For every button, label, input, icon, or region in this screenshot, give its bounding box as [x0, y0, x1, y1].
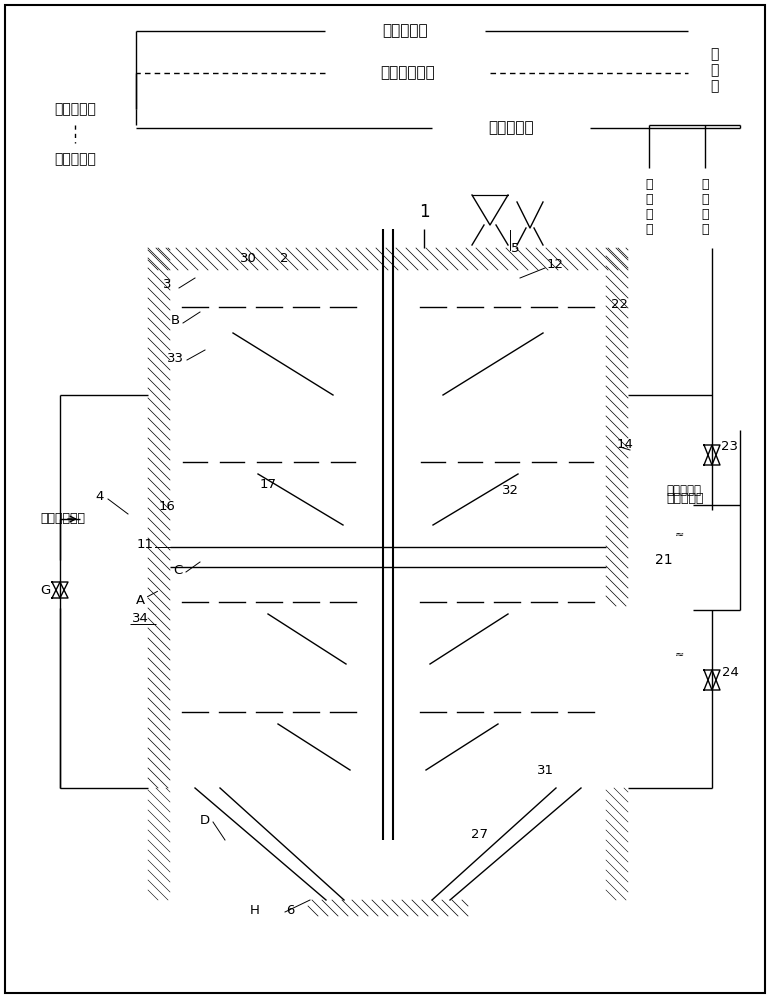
Bar — [148, 248, 628, 270]
Ellipse shape — [237, 278, 249, 294]
Bar — [170, 450, 383, 460]
Text: G: G — [40, 584, 50, 596]
Text: ≈: ≈ — [675, 650, 685, 660]
Bar — [14, 93, 136, 125]
Bar — [392, 195, 456, 229]
Bar — [80, 513, 130, 525]
Text: D: D — [200, 814, 210, 826]
Text: 1: 1 — [419, 203, 430, 221]
Text: 31: 31 — [537, 764, 554, 776]
Text: 去蒸汽风机: 去蒸汽风机 — [666, 484, 701, 496]
Ellipse shape — [348, 760, 428, 780]
Bar — [635, 510, 693, 610]
Text: 27: 27 — [471, 828, 488, 842]
Bar — [170, 295, 383, 307]
Ellipse shape — [338, 850, 438, 890]
Bar — [393, 295, 606, 307]
Text: 11: 11 — [136, 538, 153, 552]
Bar — [393, 450, 606, 460]
Ellipse shape — [298, 305, 478, 325]
Ellipse shape — [340, 513, 436, 537]
Text: A: A — [136, 593, 145, 606]
Text: 14: 14 — [617, 438, 634, 452]
Bar — [688, 15, 740, 125]
Bar — [432, 112, 590, 144]
Ellipse shape — [278, 702, 498, 724]
Text: 6: 6 — [286, 904, 294, 916]
Text: 4: 4 — [95, 489, 104, 502]
Text: 电
脑
终
端: 电 脑 终 端 — [645, 178, 653, 236]
Ellipse shape — [233, 297, 543, 333]
Bar — [190, 410, 586, 438]
Polygon shape — [148, 788, 326, 900]
Bar — [170, 547, 200, 567]
Ellipse shape — [662, 641, 698, 669]
Text: 32: 32 — [501, 484, 518, 496]
Ellipse shape — [330, 381, 446, 409]
Text: ≈: ≈ — [675, 530, 685, 540]
Bar — [393, 700, 606, 710]
Text: 中
继
器: 中 继 器 — [710, 47, 718, 93]
Ellipse shape — [318, 594, 458, 610]
Bar — [148, 248, 170, 788]
Bar — [130, 513, 155, 525]
Text: 23: 23 — [721, 440, 738, 454]
Text: 17: 17 — [259, 479, 276, 491]
Text: 24: 24 — [721, 666, 738, 678]
Bar — [325, 15, 485, 47]
Text: 34: 34 — [132, 611, 149, 624]
Bar — [606, 248, 628, 606]
Text: 30: 30 — [239, 251, 256, 264]
Text: 手
机
终
端: 手 机 终 端 — [701, 178, 708, 236]
Text: 33: 33 — [166, 352, 183, 364]
Bar — [635, 430, 693, 475]
Text: 蒸汽混合器来: 蒸汽混合器来 — [40, 512, 85, 526]
Text: B: B — [170, 314, 179, 326]
Bar — [308, 900, 468, 916]
Text: 2: 2 — [280, 251, 288, 264]
Ellipse shape — [182, 278, 194, 294]
Text: 16: 16 — [159, 500, 176, 514]
Bar — [155, 508, 177, 538]
Ellipse shape — [358, 468, 418, 492]
Text: H: H — [250, 904, 260, 916]
Bar — [188, 278, 243, 294]
Bar — [680, 168, 730, 246]
Ellipse shape — [662, 521, 698, 549]
Text: 电参数采集仪: 电参数采集仪 — [380, 66, 435, 81]
Text: 5: 5 — [511, 241, 519, 254]
Ellipse shape — [343, 653, 433, 675]
Text: 温度采集仪: 温度采集仪 — [382, 23, 428, 38]
Text: C: C — [173, 564, 182, 576]
Polygon shape — [450, 788, 628, 900]
Text: 3: 3 — [162, 278, 171, 292]
Ellipse shape — [313, 452, 463, 468]
Ellipse shape — [258, 446, 518, 474]
Bar — [393, 590, 606, 600]
Bar — [170, 700, 383, 710]
Bar — [170, 590, 383, 600]
Text: 温度传感器: 温度传感器 — [54, 152, 96, 166]
Text: 22: 22 — [611, 298, 628, 312]
Bar — [325, 57, 490, 89]
Bar — [576, 547, 606, 567]
Text: 转速采集仪: 转速采集仪 — [488, 120, 534, 135]
Bar — [14, 143, 136, 175]
Text: 去蒸汽风机: 去蒸汽风机 — [666, 491, 704, 504]
Text: 21: 21 — [655, 553, 673, 567]
Ellipse shape — [223, 396, 553, 424]
Ellipse shape — [268, 590, 508, 614]
Text: 电量传感器: 电量传感器 — [54, 102, 96, 116]
Text: 12: 12 — [547, 258, 564, 271]
Bar — [624, 168, 674, 246]
Ellipse shape — [298, 835, 478, 905]
